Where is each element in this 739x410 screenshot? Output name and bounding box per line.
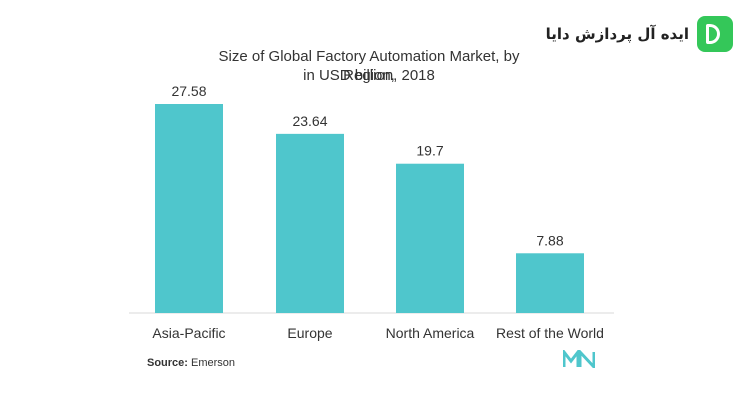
x-tick-label: North America [386,325,475,341]
bar-north-america [396,163,464,313]
bar-asia-pacific [155,104,223,313]
x-tick-label: Asia-Pacific [152,325,225,341]
chart-title: Size of Global Factory Automation Market… [218,48,520,84]
watermark-brand: ایده آل پردازش دایا [546,14,733,54]
data-label: 19.7 [416,143,443,159]
brand-logo-icon [563,350,595,368]
data-label: 7.88 [536,232,563,248]
bar-rest-of-the-world [516,253,584,313]
watermark-text: ایده آل پردازش دایا [545,25,689,43]
x-tick-label: Europe [287,325,332,341]
bar-europe [276,133,344,313]
data-label: 23.64 [292,113,327,129]
source-text: Emerson [191,357,236,369]
source-label: Source: [147,357,188,369]
source-note: Source: Emerson [147,357,235,369]
chart-subtitle: in USD billion, 2018 [303,67,435,84]
watermark-logo-icon [697,16,733,52]
data-label: 27.58 [171,83,206,99]
x-tick-label: Rest of the World [496,325,604,341]
